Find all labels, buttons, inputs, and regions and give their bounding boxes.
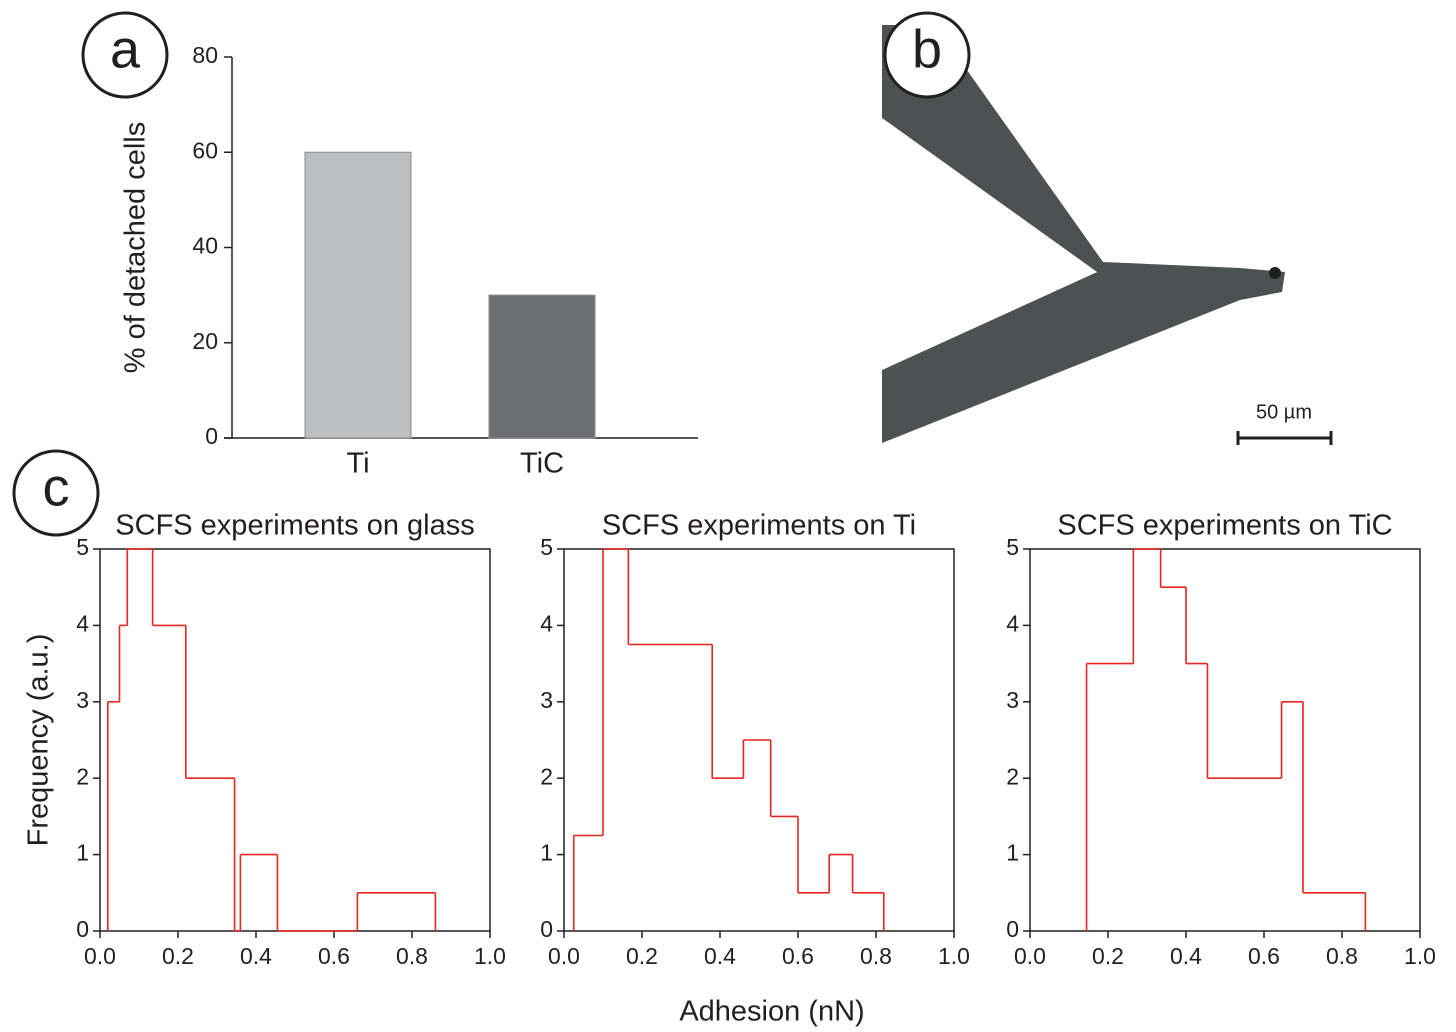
y-tick-label: 5 — [1006, 534, 1019, 560]
x-axis-label: Adhesion (nN) — [679, 996, 864, 1028]
x-tick-label: 0.8 — [1326, 943, 1358, 969]
y-tick-label: 0 — [540, 916, 553, 942]
y-tick-label: 5 — [76, 534, 89, 560]
x-tick-label: 1.0 — [1404, 943, 1436, 969]
x-tick-label: 0.6 — [318, 943, 350, 969]
y-tick-label: 5 — [540, 534, 553, 560]
chart-title: SCFS experiments on Ti — [602, 510, 916, 542]
x-tick-label: 0.4 — [240, 943, 272, 969]
y-tick-label: 0 — [1006, 916, 1019, 942]
y-tick-label: 1 — [540, 840, 553, 866]
y-tick-label: 1 — [1006, 840, 1019, 866]
x-tick-label: 0.0 — [548, 943, 580, 969]
y-axis-label: % of detached cells — [120, 122, 152, 373]
bar — [489, 295, 595, 438]
x-tick-label: 1.0 — [938, 943, 970, 969]
y-tick-label: 2 — [76, 763, 89, 789]
panel-letter: c — [43, 457, 70, 517]
x-tick-label: 0.8 — [860, 943, 892, 969]
tip — [1269, 267, 1281, 279]
y-tick-label: 2 — [1006, 763, 1019, 789]
y-tick-label: 1 — [76, 840, 89, 866]
x-tick-label: 0.6 — [1248, 943, 1280, 969]
y-tick-label: 4 — [540, 610, 553, 636]
x-tick-label: 0.2 — [626, 943, 658, 969]
figure: 50 µm Adhesion (nN) 020406080TiTiC% of d… — [0, 0, 1456, 1032]
y-tick-label: 4 — [76, 610, 89, 636]
x-tick-label: 0.6 — [782, 943, 814, 969]
y-axis-label: Frequency (a.u.) — [23, 634, 55, 847]
chart-title: SCFS experiments on TiC — [1057, 510, 1392, 542]
y-tick-label: 3 — [540, 687, 553, 713]
y-tick-label: 0 — [76, 916, 89, 942]
y-tick-label: 0 — [205, 423, 218, 449]
bar — [305, 152, 411, 438]
x-tick-label: 1.0 — [474, 943, 506, 969]
x-tick-label: 0.8 — [396, 943, 428, 969]
y-tick-label: 20 — [192, 328, 218, 354]
x-tick-label: 0.4 — [704, 943, 736, 969]
scale-label: 50 µm — [1256, 401, 1312, 423]
x-tick-label: Ti — [346, 448, 369, 480]
y-tick-label: 3 — [1006, 687, 1019, 713]
y-tick-label: 4 — [1006, 610, 1019, 636]
chart-title: SCFS experiments on glass — [115, 510, 474, 542]
panel-letter: a — [110, 19, 141, 79]
x-tick-label: TiC — [520, 448, 564, 480]
y-tick-label: 80 — [192, 42, 218, 68]
x-tick-label: 0.4 — [1170, 943, 1202, 969]
y-tick-label: 60 — [192, 137, 218, 163]
panel-letter: b — [912, 19, 942, 79]
x-tick-label: 0.2 — [162, 943, 194, 969]
y-tick-label: 2 — [540, 763, 553, 789]
x-tick-label: 0.2 — [1092, 943, 1124, 969]
y-tick-label: 40 — [192, 233, 218, 259]
x-tick-label: 0.0 — [1014, 943, 1046, 969]
x-tick-label: 0.0 — [84, 943, 116, 969]
y-tick-label: 3 — [76, 687, 89, 713]
